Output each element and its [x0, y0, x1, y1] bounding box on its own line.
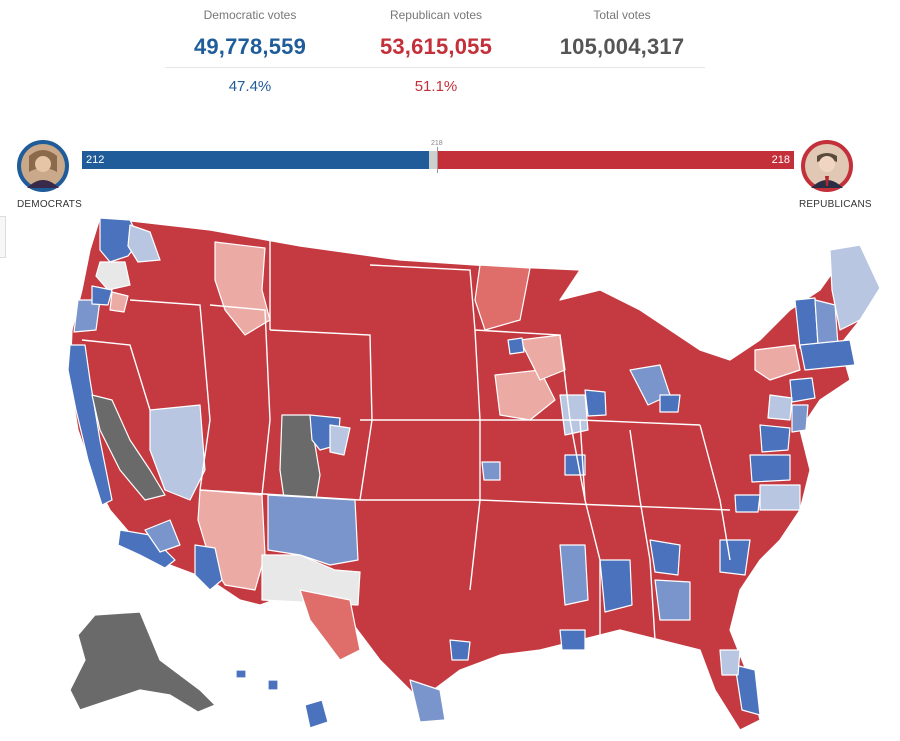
- map-region-nj[interactable]: [791, 404, 809, 433]
- map-region-az-dem[interactable]: [194, 544, 223, 591]
- map-region-il-chicago[interactable]: [584, 389, 607, 417]
- map-region-nm-south[interactable]: [261, 554, 361, 606]
- rep-votes-block: Republican votes 53,615,055: [356, 8, 516, 60]
- total-votes-block: Total votes 105,004,317: [542, 8, 702, 60]
- map-region-sc-coast[interactable]: [719, 539, 751, 576]
- map-region-pa-east[interactable]: [767, 394, 793, 421]
- map-region-co-west[interactable]: [329, 424, 351, 456]
- map-region-va-south[interactable]: [759, 484, 801, 511]
- map-region-ca-no-race[interactable]: [91, 394, 166, 501]
- rep-votes-value: 53,615,055: [379, 34, 493, 59]
- map-region-fl-south[interactable]: [734, 664, 761, 716]
- map-region-ms-delta[interactable]: [559, 544, 589, 606]
- map-region-nc-central[interactable]: [734, 494, 761, 513]
- map-region-tx-austin[interactable]: [449, 639, 471, 661]
- map-region-ny-upstate[interactable]: [754, 344, 801, 381]
- map-region-or-portland[interactable]: [91, 285, 113, 306]
- map-region-ny-metro[interactable]: [789, 377, 816, 403]
- map-region-ga-south[interactable]: [654, 579, 691, 621]
- map-region-il-north[interactable]: [559, 394, 589, 436]
- map-region-wi-south[interactable]: [519, 334, 566, 381]
- majority-line: [437, 147, 438, 173]
- rep-party-label: REPUBLICANS: [799, 199, 872, 210]
- dem-seat-count: 212: [86, 154, 105, 166]
- rep-leader-portrait-icon: [805, 144, 849, 188]
- map-region-va-north[interactable]: [749, 454, 791, 483]
- rep-seat-bar: 218: [437, 151, 794, 169]
- map-region-mn-south[interactable]: [474, 264, 531, 331]
- dem-party-label: DEMOCRATS: [17, 199, 82, 210]
- map-region-mt-west[interactable]: [214, 241, 271, 336]
- map-region-al-black-belt[interactable]: [599, 559, 633, 613]
- map-region-ca-la[interactable]: [144, 519, 181, 553]
- rep-leader-avatar: [801, 140, 853, 192]
- seat-bar: 212 218: [82, 151, 794, 169]
- map-region-alaska[interactable]: [69, 611, 216, 713]
- map-region-fl-central[interactable]: [719, 649, 741, 676]
- dem-votes-label: Democratic votes: [203, 8, 297, 22]
- map-region-md[interactable]: [759, 424, 791, 453]
- rep-seat-count: 218: [771, 154, 790, 166]
- dem-votes-block: Democratic votes 49,778,559: [170, 8, 330, 60]
- dem-percent: 47.4%: [228, 78, 272, 95]
- map-region-hawaii-3[interactable]: [304, 699, 329, 729]
- map-region-ma[interactable]: [799, 339, 856, 371]
- side-panel-tab[interactable]: [0, 216, 6, 258]
- map-region-wa-puget[interactable]: [127, 224, 161, 263]
- map-region-me[interactable]: [829, 244, 881, 331]
- map-region-hawaii-2[interactable]: [267, 679, 279, 691]
- map-region-nh[interactable]: [814, 299, 839, 346]
- rep-votes-label: Republican votes: [389, 8, 483, 22]
- rep-percent: 51.1%: [414, 78, 458, 95]
- stats-divider: [165, 67, 705, 68]
- map-region-mi-detroit[interactable]: [659, 394, 681, 413]
- map-region-tx-west[interactable]: [299, 589, 361, 661]
- total-votes-value: 105,004,317: [559, 34, 685, 59]
- map-region-ca-coast[interactable]: [67, 344, 113, 506]
- map-region-wa-central[interactable]: [95, 261, 131, 291]
- map-region-nv-north[interactable]: [149, 404, 206, 501]
- map-region-ga-atlanta[interactable]: [649, 539, 681, 576]
- map-region-or-valley[interactable]: [109, 291, 129, 313]
- map-region-hawaii-1[interactable]: [235, 669, 247, 679]
- map-region-tx-valley[interactable]: [409, 679, 446, 723]
- majority-label: 218: [431, 140, 443, 147]
- dem-leader-portrait-icon: [21, 144, 65, 188]
- dem-votes-value: 49,778,559: [193, 34, 307, 59]
- map-region-la-orleans[interactable]: [559, 629, 586, 651]
- dem-leader-avatar: [17, 140, 69, 192]
- map-region-ks-kc[interactable]: [481, 461, 501, 481]
- state-borders: [81, 240, 731, 641]
- dem-seat-bar: 212: [82, 151, 429, 169]
- map-region-mn-metro[interactable]: [507, 337, 525, 355]
- map-region-ia-east[interactable]: [494, 369, 556, 421]
- total-votes-label: Total votes: [593, 8, 651, 22]
